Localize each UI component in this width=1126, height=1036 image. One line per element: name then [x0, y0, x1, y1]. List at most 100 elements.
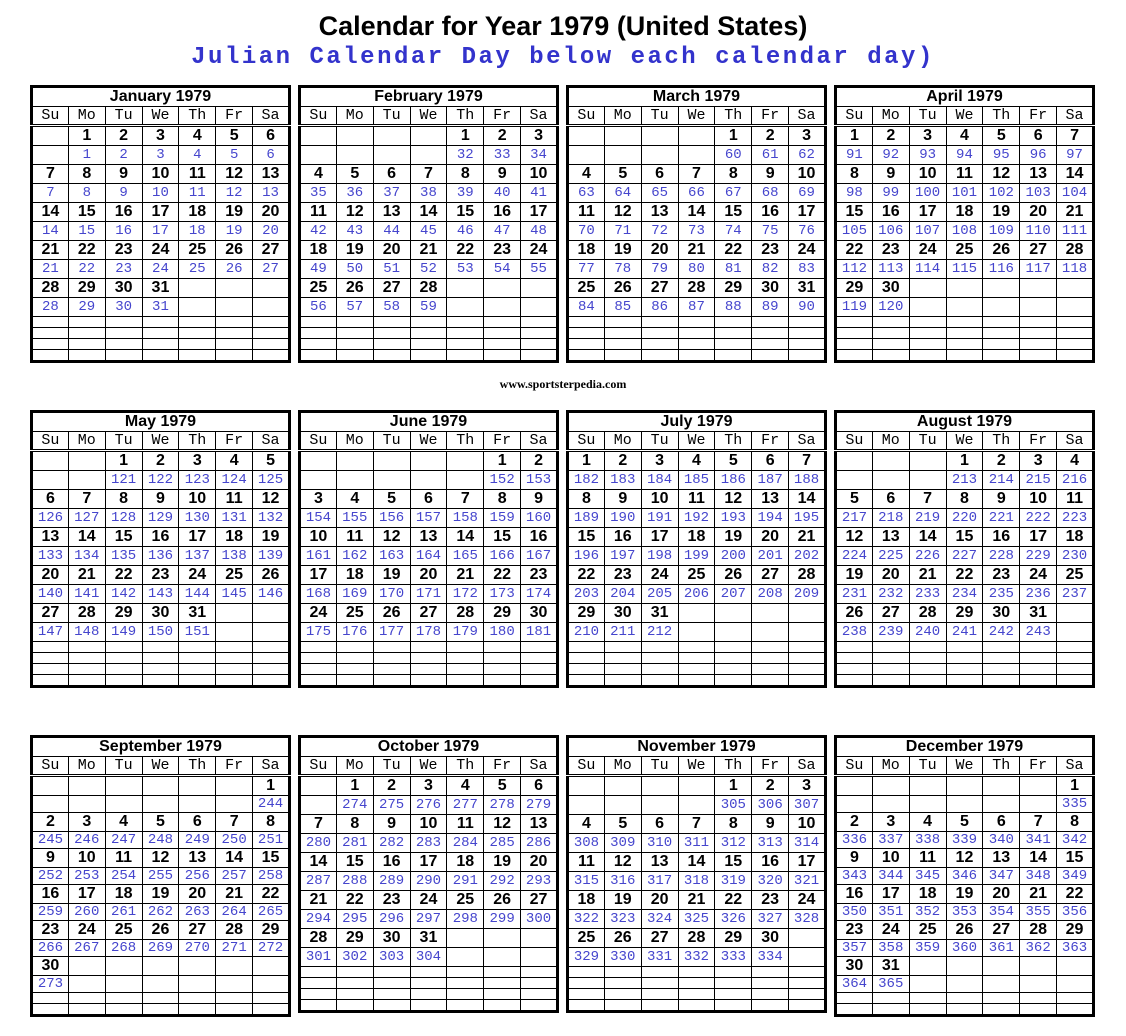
day-header: Sa [252, 106, 290, 127]
julian-cell: 107 [908, 221, 947, 241]
julian-cell: 234 [945, 584, 984, 604]
day-cell: 31 [640, 603, 679, 623]
day-cell: 10 [908, 164, 947, 184]
day-names-row: Su Mo Tu We Th Fr Sa [31, 106, 290, 127]
week-day-row: 6 7 8 9 10 11 12 [31, 489, 290, 509]
julian-cell [1056, 975, 1094, 993]
day-header: Mo [603, 756, 642, 777]
empty-cell [104, 992, 143, 1004]
day-cell [335, 450, 374, 471]
day-header: Sa [788, 756, 826, 777]
empty-cell [908, 327, 947, 339]
empty-cell [714, 999, 753, 1012]
day-cell [603, 775, 642, 796]
day-cell [908, 450, 947, 471]
day-cell: 23 [871, 240, 910, 260]
julian-cell: 156 [372, 508, 411, 528]
day-cell: 26 [252, 565, 290, 585]
day-cell: 5 [215, 125, 254, 146]
julian-cell: 310 [640, 833, 679, 853]
month-table-september: September 1979 Su Mo Tu We Th Fr Sa 1 244 2 3 4 5 6 7 8 2… [30, 735, 291, 1017]
day-cell [871, 450, 910, 471]
month-title-row: January 1979 [31, 86, 290, 107]
julian-cell: 133 [31, 546, 69, 566]
day-cell: 24 [908, 240, 947, 260]
julian-cell [945, 795, 984, 813]
julian-cell: 6 [252, 145, 290, 165]
day-cell: 20 [982, 884, 1021, 904]
day-header: Sa [788, 431, 826, 452]
empty-row [835, 992, 1094, 1004]
julian-cell: 124 [215, 470, 254, 490]
day-cell [141, 775, 180, 796]
julian-cell: 363 [1056, 939, 1094, 957]
month-title: February 1979 [299, 86, 558, 107]
julian-cell: 332 [677, 947, 716, 967]
empty-cell [677, 327, 716, 339]
julian-cell [483, 947, 522, 967]
day-cell: 17 [299, 565, 337, 585]
day-cell: 27 [520, 890, 558, 910]
empty-cell [945, 349, 984, 362]
julian-cell: 365 [871, 975, 910, 993]
julian-cell: 300 [520, 909, 558, 929]
day-cell: 8 [335, 814, 374, 834]
day-cell: 21 [446, 565, 485, 585]
calendar-row-1: January 1979 Su Mo Tu We Th Fr Sa 1 2 3 4 5 6 1 2 3 4 5 6 7 8… [30, 85, 1095, 363]
julian-cell [788, 947, 826, 967]
day-cell: 4 [945, 125, 984, 146]
day-cell: 22 [67, 240, 106, 260]
day-cell: 4 [299, 164, 337, 184]
julian-cell: 76 [788, 221, 826, 241]
empty-cell [1056, 338, 1094, 350]
julian-cell [409, 470, 448, 490]
julian-cell: 308 [567, 833, 605, 853]
day-cell: 20 [178, 884, 217, 904]
julian-cell: 17 [141, 221, 180, 241]
julian-cell: 87 [677, 297, 716, 317]
empty-cell [982, 652, 1021, 664]
day-cell: 12 [252, 489, 290, 509]
day-cell: 13 [871, 527, 910, 547]
julian-cell: 183 [603, 470, 642, 490]
julian-cell: 72 [640, 221, 679, 241]
day-cell: 12 [141, 848, 180, 868]
day-cell: 20 [372, 240, 411, 260]
day-cell: 5 [483, 775, 522, 796]
calendar-row-3: September 1979 Su Mo Tu We Th Fr Sa 1 244 2 3 4 5 6 7 8 2… [30, 735, 1095, 1017]
day-cell [299, 450, 337, 471]
day-cell: 29 [567, 603, 605, 623]
day-cell: 27 [372, 278, 411, 298]
empty-cell [640, 327, 679, 339]
day-cell: 26 [835, 603, 873, 623]
julian-cell [520, 297, 558, 317]
day-cell: 25 [178, 240, 217, 260]
day-cell: 16 [871, 202, 910, 222]
empty-cell [1019, 327, 1058, 339]
page-subtitle: Julian Calendar Day below each calendar … [191, 44, 935, 71]
julian-cell: 263 [178, 903, 217, 921]
week-day-row: 30 31 [835, 956, 1094, 976]
julian-cell: 113 [871, 259, 910, 279]
julian-cell: 195 [788, 508, 826, 528]
week-day-row: 23 24 25 26 27 28 29 [835, 920, 1094, 940]
empty-cell [299, 977, 337, 989]
day-cell: 6 [1019, 125, 1058, 146]
empty-row [567, 316, 826, 328]
day-cell: 30 [982, 603, 1021, 623]
empty-row [567, 674, 826, 687]
empty-cell [409, 652, 448, 664]
empty-cell [640, 674, 679, 687]
julian-cell: 37 [372, 183, 411, 203]
day-cell: 18 [446, 852, 485, 872]
day-header: Fr [483, 431, 522, 452]
julian-cell: 13 [252, 183, 290, 203]
day-cell: 15 [567, 527, 605, 547]
julian-cell [982, 795, 1021, 813]
julian-cell: 194 [751, 508, 790, 528]
julian-cell [520, 947, 558, 967]
empty-row [31, 349, 290, 362]
day-header: Sa [1056, 756, 1094, 777]
empty-cell [372, 977, 411, 989]
day-header: Sa [520, 756, 558, 777]
